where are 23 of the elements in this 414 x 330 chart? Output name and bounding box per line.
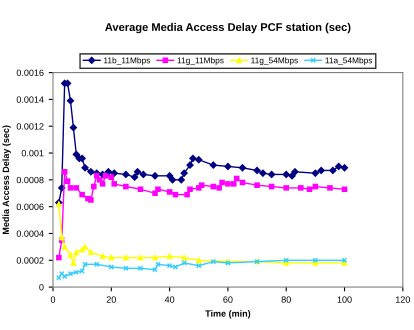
x-tick-label: 40 <box>164 296 174 303</box>
legend-label: 11g_54Mbps <box>251 57 298 65</box>
x-tick-label: 80 <box>282 296 291 303</box>
chart-title: Average Media Access Delay PCF station (sec) <box>105 22 350 34</box>
x-tick-label: 60 <box>223 296 233 303</box>
y-tick-label: 0.0012 <box>16 123 44 130</box>
x-tick-label: 100 <box>338 296 352 303</box>
y-tick-label: 0.0004 <box>16 230 44 237</box>
y-tick-label: 0.0016 <box>16 70 44 76</box>
y-tick-label: 0.0014 <box>16 96 44 103</box>
y-axis-title: Media Access Delay (sec) <box>2 126 11 234</box>
x-tick-label: 120 <box>396 296 410 303</box>
x-tick-label: 0 <box>50 296 56 303</box>
legend-label: 11b_11Mbps <box>104 57 150 65</box>
legend-label: 11g_11Mbps <box>178 57 224 65</box>
y-tick-label: 0.0002 <box>16 257 44 264</box>
y-tick-label: 0 <box>39 284 44 290</box>
legend-label: 11a_54Mbps <box>325 57 372 65</box>
x-axis-title: Time (min) <box>205 310 250 319</box>
y-tick-label: 0.0008 <box>16 176 44 184</box>
y-tick-label: 0.0006 <box>16 204 44 210</box>
y-tick-label: 0.001 <box>22 150 44 156</box>
x-tick-label: 20 <box>106 296 116 303</box>
